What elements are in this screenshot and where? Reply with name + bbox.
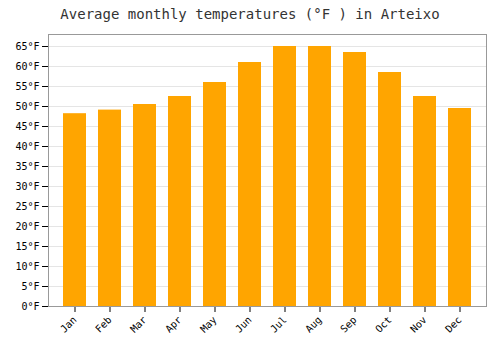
svg-text:45°F: 45°F [15, 121, 39, 132]
svg-text:Mar: Mar [128, 314, 149, 335]
svg-text:20°F: 20°F [15, 221, 39, 232]
svg-text:35°F: 35°F [15, 161, 39, 172]
svg-text:10°F: 10°F [15, 261, 39, 272]
svg-text:Jul: Jul [268, 314, 289, 335]
svg-text:Dec: Dec [443, 314, 464, 335]
svg-text:40°F: 40°F [15, 141, 39, 152]
svg-text:Oct: Oct [373, 314, 394, 335]
svg-text:Apr: Apr [163, 314, 184, 335]
html-text:Average monthly temperatures (: Average monthly temperatures (°F ) in Ar… [60, 6, 440, 22]
svg-text:0°F: 0°F [21, 301, 39, 312]
svg-text:5°F: 5°F [21, 281, 39, 292]
svg-text:Feb: Feb [93, 314, 114, 335]
svg-text:60°F: 60°F [15, 61, 39, 72]
svg-text:30°F: 30°F [15, 181, 39, 192]
svg-text:65°F: 65°F [15, 41, 39, 52]
svg-text:Jun: Jun [233, 314, 254, 335]
svg-text:50°F: 50°F [15, 101, 39, 112]
svg-text:55°F: 55°F [15, 81, 39, 92]
svg-text:Jan: Jan [58, 314, 79, 335]
svg-text:Nov: Nov [408, 314, 429, 335]
svg-text:Sep: Sep [338, 314, 359, 335]
svg-text:25°F: 25°F [15, 201, 39, 212]
svg-text:15°F: 15°F [15, 241, 39, 252]
svg-text:Aug: Aug [303, 314, 324, 335]
svg-text:May: May [198, 314, 219, 335]
